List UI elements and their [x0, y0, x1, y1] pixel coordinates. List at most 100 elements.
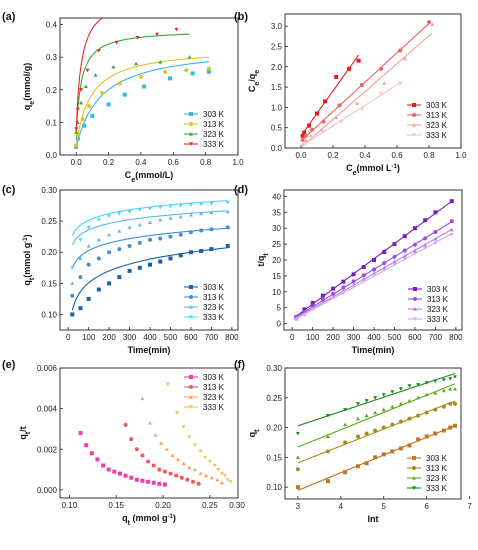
panel-f-frame [284, 367, 462, 500]
panel-c-point [199, 202, 204, 207]
panel-e-point [179, 475, 184, 480]
panel-e-point [212, 463, 217, 468]
panel-a-y-tick-label: 0.1 [46, 118, 58, 127]
panel-b-x-axis-label: Ce(mmol L-1) [346, 163, 400, 177]
panel-c-point [178, 232, 183, 237]
panel-e-y-tick-label: 0.002 [37, 445, 58, 454]
panel-c-y-tick-label: 0.30 [41, 186, 57, 195]
panel-b-point [310, 127, 315, 132]
panel-e-legend-marker [189, 405, 193, 409]
panel-e-point [175, 411, 180, 415]
panel-c-point [117, 247, 122, 252]
panel-f-x-tick-label: 3 [296, 502, 301, 511]
panel-e-point [157, 467, 162, 472]
panel-e-point [192, 467, 197, 472]
panel-b-point [427, 20, 431, 25]
panel-d-y-axis-label: t/qt [256, 253, 270, 267]
panel-f-point [452, 401, 457, 406]
panel-f-point [390, 449, 395, 454]
panel-b-point [300, 144, 305, 148]
panel-b-y-tick-label: 2.5 [271, 42, 283, 51]
panel-d-point [320, 297, 325, 302]
panel-e-point [112, 469, 117, 474]
panel-e-point [165, 382, 170, 387]
panel-e-point [174, 473, 179, 478]
panel-f-point [390, 404, 395, 409]
panel-b-point [355, 101, 359, 105]
panel-a-point [190, 71, 195, 76]
panel-d-x-tick-label: 500 [388, 333, 402, 342]
panel-e-point [207, 459, 212, 464]
panel-e-point [101, 463, 106, 468]
panel-d-point [361, 273, 366, 278]
panel-b-y-tick-label: 0.0 [271, 144, 283, 153]
panel-a-point [75, 133, 80, 138]
panel-a-point [163, 69, 168, 74]
panel-a-point [87, 104, 92, 109]
panel-a-point [79, 88, 84, 92]
panel-f-point [295, 467, 300, 472]
panel-c-legend-marker [189, 305, 193, 309]
panel-e-point [134, 477, 139, 482]
panel-d-point [372, 267, 377, 272]
panel-f-point [364, 413, 369, 418]
panel-d-point [302, 307, 307, 312]
panel-a-fit-curve-2 [75, 33, 190, 133]
panel-f-point [448, 425, 453, 430]
panel-d-point [382, 265, 387, 270]
panel-d-legend-label: 303 K [427, 285, 449, 294]
panel-a-plot-area [74, 18, 211, 149]
panel-a-point [117, 81, 122, 86]
panel-a-y-tick-label: 0.0 [46, 151, 58, 160]
panel-b-point [334, 115, 339, 120]
panel-e-point [216, 467, 221, 472]
panel-f-point [424, 410, 429, 415]
panel-e-legend-label: 323 K [203, 393, 225, 402]
panel-d-point [392, 259, 397, 264]
panel-f-point [407, 398, 412, 403]
panel-c-y-tick-label: 0.20 [41, 248, 57, 257]
panel-d-legend-marker [413, 307, 417, 311]
panel-f-y-tick-label: 0.10 [266, 483, 282, 492]
panel-c-point [137, 240, 142, 245]
panel-d-point [341, 290, 346, 295]
panel-c-point [168, 256, 173, 261]
panel-d-point [412, 252, 417, 256]
panel-c-x-tick-label: 800 [225, 333, 239, 342]
panel-e-point [140, 453, 145, 458]
panel-b-point [302, 130, 307, 135]
panel-a-x-tick-label: 0.8 [200, 158, 212, 167]
panel-d-y-tick-label: 15 [272, 272, 281, 281]
panel-c-point [117, 275, 122, 280]
panel-c-x-tick-label: 400 [143, 333, 157, 342]
panel-f-legend-label: 313 K [426, 464, 448, 473]
panel-d-y-tick-label: 35 [272, 208, 281, 217]
panel-c-point [209, 247, 214, 252]
panel-d-point [449, 199, 454, 204]
panel-b-point [321, 130, 326, 134]
panel-d-point [412, 248, 417, 253]
panel-b-plot-area [300, 20, 435, 148]
panel-f-point [355, 416, 360, 421]
panel-c-point [78, 256, 83, 261]
panel-f-point [325, 434, 330, 439]
panel-b-point [356, 58, 361, 63]
panel-a-point [74, 127, 79, 131]
panel-c-point [127, 210, 132, 214]
panel-f-point [355, 464, 360, 469]
panel-f-point [355, 434, 360, 439]
panel-e-point [146, 479, 151, 484]
panel-f-point [441, 388, 446, 393]
panel-f-point [381, 452, 386, 457]
panel-c-point [158, 236, 163, 241]
panel-c-y-tick-label: 0.15 [41, 279, 57, 288]
panel-c-y-tick-label: 0.25 [41, 217, 57, 226]
panel-a-x-axis-label: Ce(mmol/L) [125, 170, 173, 184]
panel-f-fit-line-3 [297, 372, 456, 427]
panel-f-point [407, 384, 412, 388]
panel-c-frame [59, 189, 239, 331]
panel-c-point [168, 204, 173, 209]
panel-b-point [398, 48, 403, 53]
panel-e-point [157, 481, 162, 486]
panel-a-point [83, 84, 88, 89]
